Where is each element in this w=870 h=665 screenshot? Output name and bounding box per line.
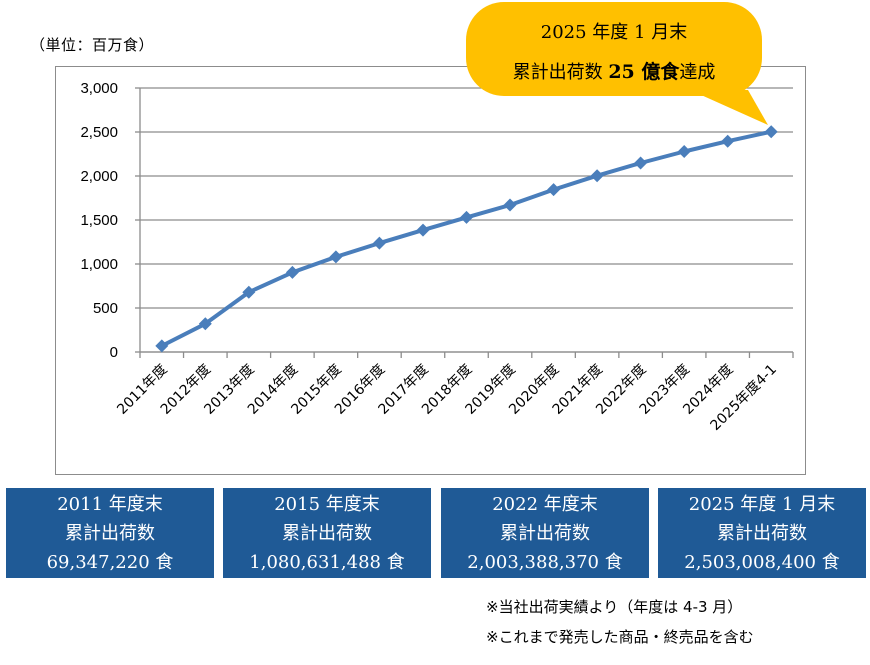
data-point	[198, 317, 212, 331]
chart-frame	[55, 66, 806, 475]
data-point	[329, 250, 343, 264]
y-tick-label: 1,000	[80, 256, 118, 273]
stat-label: 累計出荷数	[65, 523, 155, 544]
data-point	[416, 223, 430, 237]
stat-value: 2,003,388,370 食	[467, 552, 623, 573]
line-chart: 0 500 1,000 1,500 2,000 2,500 3,000 2011年度2012…	[80, 80, 794, 434]
y-tick-label: 500	[93, 300, 118, 317]
stat-box-2022: 2022 年度末 累計出荷数 2,003,388,370 食	[441, 488, 649, 578]
stat-label: 累計出荷数	[500, 523, 590, 544]
y-tick-labels: 0 500 1,000 1,500 2,000 2,500 3,000	[80, 80, 118, 361]
series-layer	[155, 125, 778, 353]
achievement-callout: 2025 年度 1 月末 累計出荷数 25 億食達成	[466, 2, 762, 96]
callout-prefix: 累計出荷数	[512, 62, 609, 83]
data-point	[460, 210, 473, 224]
axis-layer	[135, 87, 794, 358]
data-point	[372, 236, 386, 250]
stat-period: 2011 年度末	[57, 494, 163, 515]
y-tick-label: 1,500	[80, 212, 118, 229]
unit-label: （単位：百万食）	[30, 36, 155, 54]
x-tick-labels: 2011年度2012年度2013年度2014年度2015年度2016年度2017…	[114, 362, 780, 434]
data-point	[285, 265, 299, 279]
callout-tail	[690, 90, 768, 125]
data-point	[590, 169, 604, 183]
stat-period: 2022 年度末	[492, 494, 598, 515]
stat-label: 累計出荷数	[717, 523, 807, 544]
y-tick-label: 0	[110, 344, 118, 361]
y-tick-label: 3,000	[80, 80, 118, 97]
data-point	[155, 339, 169, 353]
data-point	[721, 134, 735, 148]
data-point	[503, 198, 517, 212]
data-point	[547, 183, 561, 197]
note-scope: ※これまで発売した商品・終売品を含む	[486, 628, 754, 646]
data-point	[242, 285, 256, 299]
stat-box-2011: 2011 年度末 累計出荷数 69,347,220 食	[6, 488, 214, 578]
stat-period: 2015 年度末	[274, 494, 380, 515]
y-tick-label: 2,500	[80, 124, 118, 141]
stat-period: 2025 年度 1 月末	[688, 494, 836, 515]
y-tick-label: 2,000	[80, 168, 118, 185]
stat-box-2025: 2025 年度 1 月末 累計出荷数 2,503,008,400 食	[658, 488, 866, 578]
callout-date: 2025 年度 1 月末	[540, 22, 688, 43]
data-point	[634, 156, 648, 170]
stat-value: 69,347,220 食	[46, 552, 174, 573]
stat-value: 1,080,631,488 食	[249, 552, 405, 573]
callout-bold-value: 25 億食	[608, 61, 680, 83]
callout-achievement: 累計出荷数 25 億食達成	[466, 57, 762, 84]
callout-suffix: 達成	[679, 62, 716, 83]
data-point	[764, 125, 778, 139]
stat-value: 2,503,008,400 食	[684, 552, 840, 573]
data-point	[677, 145, 691, 158]
stat-box-2015: 2015 年度末 累計出荷数 1,080,631,488 食	[223, 488, 431, 578]
stat-label: 累計出荷数	[282, 523, 372, 544]
series-line	[160, 129, 772, 348]
note-source: ※当社出荷実績より（年度は 4-3 月）	[486, 598, 743, 616]
